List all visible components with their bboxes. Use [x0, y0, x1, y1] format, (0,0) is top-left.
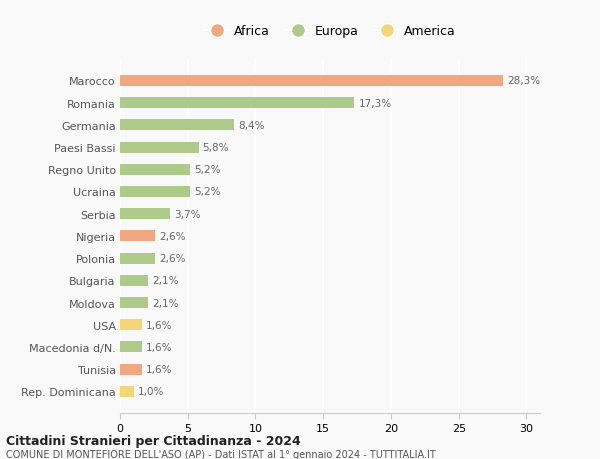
- Bar: [120, 186, 190, 198]
- Bar: [120, 209, 170, 220]
- Text: 1,0%: 1,0%: [137, 386, 164, 397]
- Bar: [120, 275, 148, 286]
- Text: 1,6%: 1,6%: [146, 320, 172, 330]
- Bar: [120, 231, 155, 242]
- Text: 17,3%: 17,3%: [358, 98, 392, 108]
- Bar: [120, 253, 155, 264]
- Text: 2,1%: 2,1%: [152, 298, 179, 308]
- Text: 2,1%: 2,1%: [152, 276, 179, 285]
- Text: 8,4%: 8,4%: [238, 121, 265, 130]
- Bar: [120, 164, 190, 175]
- Bar: [120, 319, 142, 330]
- Text: 1,6%: 1,6%: [146, 364, 172, 375]
- Text: COMUNE DI MONTEFIORE DELL'ASO (AP) - Dati ISTAT al 1° gennaio 2024 - TUTTITALIA.: COMUNE DI MONTEFIORE DELL'ASO (AP) - Dat…: [6, 449, 436, 459]
- Text: 5,2%: 5,2%: [194, 187, 221, 197]
- Bar: [120, 297, 148, 308]
- Text: 1,6%: 1,6%: [146, 342, 172, 352]
- Text: 3,7%: 3,7%: [174, 209, 200, 219]
- Text: Cittadini Stranieri per Cittadinanza - 2024: Cittadini Stranieri per Cittadinanza - 2…: [6, 434, 301, 447]
- Bar: [120, 364, 142, 375]
- Bar: [120, 386, 134, 397]
- Bar: [120, 341, 142, 353]
- Text: 5,2%: 5,2%: [194, 165, 221, 175]
- Bar: [120, 98, 355, 109]
- Text: 5,8%: 5,8%: [203, 143, 229, 153]
- Text: 28,3%: 28,3%: [508, 76, 541, 86]
- Legend: Africa, Europa, America: Africa, Europa, America: [199, 20, 461, 43]
- Text: 2,6%: 2,6%: [159, 231, 186, 241]
- Bar: [120, 76, 503, 87]
- Text: 2,6%: 2,6%: [159, 253, 186, 263]
- Bar: [120, 142, 199, 153]
- Bar: [120, 120, 234, 131]
